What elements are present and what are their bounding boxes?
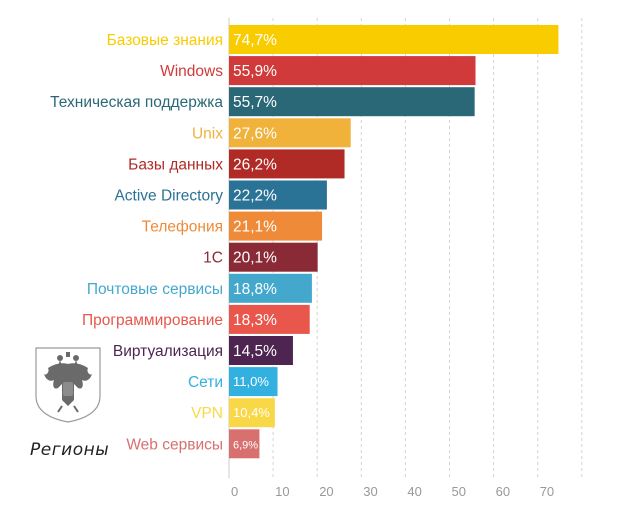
x-tick-label: 30 bbox=[363, 484, 377, 499]
bar bbox=[229, 242, 318, 272]
bar bbox=[229, 118, 351, 148]
category-label: Телефония bbox=[142, 219, 223, 236]
value-label: 74,7% bbox=[233, 32, 277, 49]
category-label: Программирование bbox=[82, 312, 223, 329]
x-tick-label: 70 bbox=[540, 484, 554, 499]
bar bbox=[229, 367, 278, 397]
x-axis-ticks: 0 10 20 30 40 50 60 70 bbox=[231, 484, 554, 499]
category-label: Техническая поддержка bbox=[50, 94, 223, 111]
category-label: Сети bbox=[188, 374, 223, 391]
value-label: 14,5% bbox=[233, 343, 277, 360]
bar bbox=[229, 87, 475, 117]
bar bbox=[229, 56, 476, 86]
bar bbox=[229, 273, 312, 303]
value-label: 55,7% bbox=[233, 94, 277, 111]
value-label: 6,9% bbox=[233, 439, 258, 451]
x-tick-label: 40 bbox=[407, 484, 421, 499]
region-caption: Регионы bbox=[30, 440, 110, 460]
value-label: 21,1% bbox=[233, 219, 277, 236]
category-label: Web сервисы bbox=[126, 436, 223, 453]
bar bbox=[229, 336, 293, 365]
value-label: 55,9% bbox=[233, 63, 277, 80]
value-label: 26,2% bbox=[233, 156, 277, 173]
x-tick-label: 0 bbox=[231, 484, 238, 499]
category-label: Active Directory bbox=[114, 188, 223, 205]
x-tick-label: 50 bbox=[452, 484, 466, 499]
bar bbox=[229, 25, 559, 54]
x-tick-label: 10 bbox=[275, 484, 289, 499]
value-label: 18,8% bbox=[233, 281, 277, 298]
bar bbox=[229, 149, 345, 179]
category-label: Почтовые сервисы bbox=[87, 281, 223, 298]
bars bbox=[229, 25, 559, 459]
bar bbox=[229, 429, 260, 459]
category-label: Unix bbox=[192, 125, 223, 142]
category-labels: Базовые знания Windows Техническая поддерж… bbox=[50, 32, 223, 453]
value-labels: 74,7% 55,9% 55,7% 27,6% 26,2% 22,2% 21,1% 20,1%… bbox=[233, 32, 277, 451]
category-label: Базы данных bbox=[128, 156, 223, 173]
category-label: Windows bbox=[160, 63, 223, 80]
value-label: 20,1% bbox=[233, 250, 277, 267]
russian-coat-of-arms-icon bbox=[35, 347, 101, 423]
bar bbox=[229, 180, 327, 210]
value-label: 22,2% bbox=[233, 188, 277, 205]
category-label: Виртуализация bbox=[113, 343, 223, 360]
bar bbox=[229, 304, 310, 334]
x-tick-label: 20 bbox=[319, 484, 333, 499]
bar bbox=[229, 398, 275, 428]
value-label: 27,6% bbox=[233, 125, 277, 142]
x-tick-label: 60 bbox=[496, 484, 510, 499]
category-label: Базовые знания bbox=[107, 32, 223, 49]
bar bbox=[229, 211, 323, 241]
value-label: 11,0% bbox=[233, 374, 269, 389]
value-label: 10,4% bbox=[233, 405, 270, 420]
category-label: 1С bbox=[203, 250, 223, 267]
category-label: VPN bbox=[191, 405, 223, 422]
value-label: 18,3% bbox=[233, 312, 277, 329]
